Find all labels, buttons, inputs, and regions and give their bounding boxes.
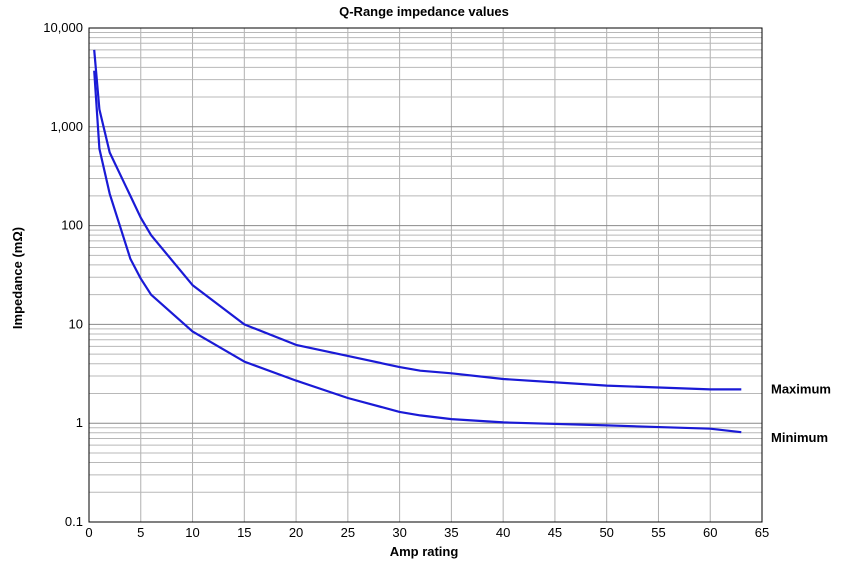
x-tick-label: 60: [703, 525, 717, 540]
series-line-minimum: [93, 70, 742, 434]
series-labels: Maximum Minimum: [771, 381, 831, 445]
y-tick-label: 10: [69, 316, 83, 331]
x-tick-label: 30: [392, 525, 406, 540]
chart-title: Q-Range impedance values: [339, 4, 509, 19]
x-axis-ticks: 0 5 10 15 20 25 30 35 40 45 50 55 60 65: [85, 525, 769, 540]
x-axis-label: Amp rating: [390, 544, 459, 559]
x-tick-label: 25: [341, 525, 355, 540]
x-tick-label: 50: [599, 525, 613, 540]
x-tick-label: 5: [137, 525, 144, 540]
x-tick-label: 10: [185, 525, 199, 540]
series-label-minimum: Minimum: [771, 430, 828, 445]
x-tick-label: 15: [237, 525, 251, 540]
x-tick-label: 65: [755, 525, 769, 540]
grid-lines: [89, 28, 762, 522]
y-tick-label: 10,000: [43, 20, 83, 35]
series-label-maximum: Maximum: [771, 381, 831, 396]
y-tick-label: 1,000: [50, 119, 83, 134]
y-tick-label: 0.1: [65, 514, 83, 529]
x-tick-label: 45: [548, 525, 562, 540]
x-tick-label: 40: [496, 525, 510, 540]
y-tick-label: 100: [61, 218, 83, 233]
x-tick-label: 0: [85, 525, 92, 540]
series-lines: [93, 49, 742, 434]
y-axis-label: Impedance (mΩ): [10, 227, 25, 329]
x-tick-label: 35: [444, 525, 458, 540]
series-line-maximum: [93, 49, 742, 391]
y-tick-label: 1: [76, 415, 83, 430]
y-axis-ticks: 0.1 1 10 100 1,000 10,000: [43, 20, 83, 529]
x-tick-label: 55: [651, 525, 665, 540]
x-tick-label: 20: [289, 525, 303, 540]
plot-area-frame: [88, 27, 763, 523]
